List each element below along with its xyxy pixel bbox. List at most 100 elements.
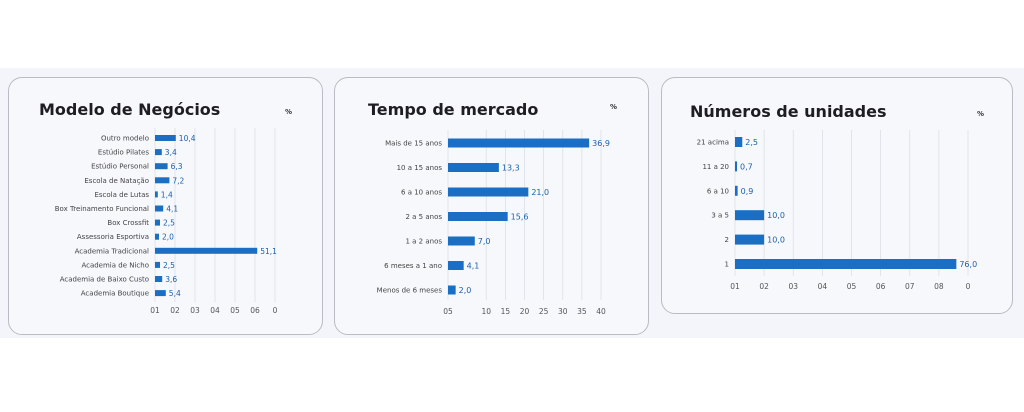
category-label: Academia de Nicho (81, 261, 149, 269)
category-label: 10 a 15 anos (397, 164, 443, 172)
data-label: 10,0 (767, 236, 785, 245)
data-label: 3,6 (165, 275, 177, 284)
category-label: 6 a 10 (707, 187, 729, 195)
category-label: Box Treinamento Funcional (55, 205, 149, 213)
unit-label: % (285, 108, 293, 116)
data-label: 5,4 (169, 289, 181, 298)
chart-title: Números de unidades (690, 102, 887, 121)
category-label: Academia Boutique (81, 290, 149, 298)
category-label: 6 meses a 1 ano (384, 262, 442, 270)
x-tick-label: 05 (443, 307, 453, 316)
category-label: Academia de Baixo Custo (60, 276, 149, 284)
bar (448, 187, 529, 197)
category-label: Assessoria Esportiva (77, 233, 149, 241)
bar (735, 259, 957, 269)
chart-card-modelo-negocios: Modelo de Negócios % 01 02 03 04 05 06 0 Outro … (8, 77, 323, 335)
x-tick-label: 0 (273, 306, 278, 315)
data-label: 10,0 (767, 211, 785, 220)
category-label: 1 a 2 anos (405, 238, 442, 246)
x-tick-label: 35 (577, 307, 587, 316)
bar (735, 234, 765, 245)
unit-label: % (610, 103, 618, 111)
bar (735, 210, 765, 221)
data-label: 2,0 (459, 286, 472, 295)
category-label: 1 (725, 261, 729, 269)
data-label: 10,4 (179, 134, 196, 143)
x-tick-label: 01 (730, 282, 740, 291)
category-label: Escola de Natação (84, 177, 149, 185)
data-label: 7,2 (172, 176, 184, 185)
x-tick-label: 06 (250, 306, 260, 315)
category-label: 11 a 20 (702, 163, 729, 171)
category-label: 2 a 5 anos (405, 213, 442, 221)
bar-chart-numeros-unidades: 01 02 03 04 05 06 07 08 0 21 acima 2,5 11 a 20 0,7 6 … (697, 130, 977, 291)
bar (448, 138, 590, 148)
data-label: 3,4 (165, 148, 177, 157)
category-label: Outro modelo (101, 135, 149, 143)
bar (448, 285, 456, 295)
chart-card-tempo-mercado: Tempo de mercado % 05 10 15 20 25 30 35 40 Mais … (334, 77, 649, 335)
x-tick-label: 01 (150, 306, 160, 315)
chart-card-numeros-unidades: Números de unidades % 01 02 03 04 05 06 07 08 0 2… (661, 77, 1013, 314)
category-label: Menos de 6 meses (377, 287, 443, 295)
x-tick-label: 40 (596, 307, 606, 316)
bar (448, 236, 475, 246)
category-label: Escola de Lutas (94, 191, 149, 199)
bar (448, 163, 499, 172)
bar (735, 137, 743, 147)
x-tick-label: 04 (210, 306, 220, 315)
data-label: 0,7 (740, 162, 753, 171)
x-tick-label: 05 (847, 282, 857, 291)
bar-chart-tempo-mercado: 05 10 15 20 25 30 35 40 Mais de 15 anos 36,9 10 a … (377, 130, 610, 316)
category-label: Academia Tradicional (75, 247, 149, 255)
bar (735, 185, 738, 196)
data-label: 2,5 (163, 261, 175, 270)
x-tick-label: 25 (539, 307, 549, 316)
bar (155, 261, 160, 268)
data-label: 2,5 (745, 138, 758, 147)
bar (155, 219, 160, 226)
data-label: 51,1 (260, 247, 277, 256)
x-tick-label: 0 (966, 282, 971, 291)
bar (155, 191, 158, 198)
x-tick-label: 02 (170, 306, 180, 315)
x-tick-label: 03 (190, 306, 200, 315)
x-tick-label: 30 (558, 307, 568, 316)
bar (448, 212, 508, 221)
category-label: 2 (725, 236, 729, 244)
data-label: 2,5 (163, 219, 175, 228)
chart-title: Tempo de mercado (368, 100, 539, 119)
chart-title: Modelo de Negócios (39, 100, 221, 119)
data-label: 7,0 (478, 237, 491, 246)
data-label: 15,6 (511, 213, 529, 222)
data-label: 76,0 (959, 260, 977, 269)
data-label: 0,9 (741, 187, 754, 196)
bar (155, 233, 159, 240)
data-label: 21,0 (531, 188, 549, 197)
bar (735, 161, 738, 172)
category-label: Mais de 15 anos (385, 140, 442, 148)
data-label: 4,1 (166, 205, 178, 214)
category-label: 3 a 5 (711, 212, 729, 220)
bar (155, 276, 163, 282)
x-tick-label: 04 (818, 282, 828, 291)
x-tick-label: 15 (501, 307, 511, 316)
x-tick-label: 05 (230, 306, 240, 315)
category-label: 6 a 10 anos (401, 189, 442, 197)
x-tick-label: 20 (520, 307, 530, 316)
bar (155, 247, 258, 254)
unit-label: % (977, 110, 985, 118)
bar (448, 261, 464, 270)
data-label: 6,3 (171, 162, 183, 171)
data-label: 13,3 (502, 164, 520, 173)
category-label: Box Crossfit (107, 219, 149, 227)
x-tick-label: 06 (876, 282, 886, 291)
data-label: 2,0 (162, 233, 174, 242)
x-tick-label: 10 (481, 307, 491, 316)
bar (155, 290, 166, 297)
bar (155, 135, 176, 141)
category-label: Estúdio Personal (91, 163, 149, 171)
category-label: Estúdio Pilates (98, 149, 149, 157)
x-tick-label: 08 (934, 282, 944, 291)
data-label: 1,4 (161, 190, 173, 199)
